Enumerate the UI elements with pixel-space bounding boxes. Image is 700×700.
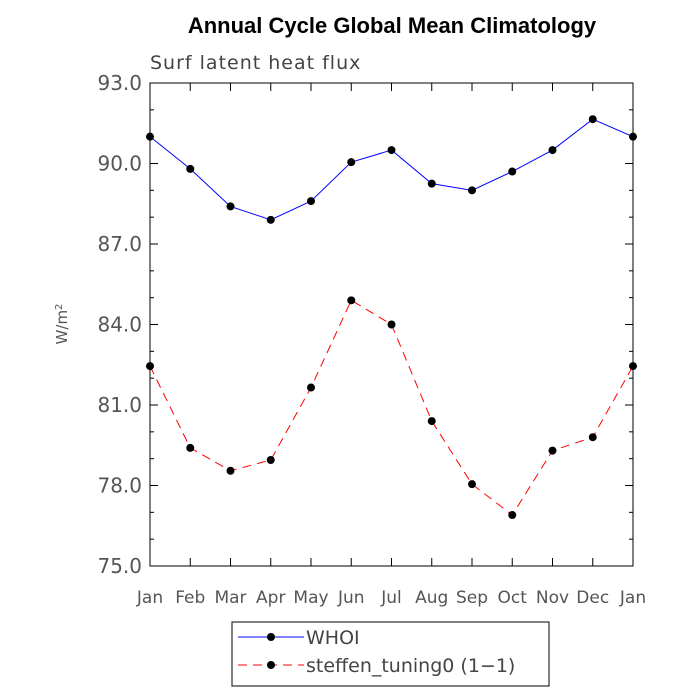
x-tick-label: Oct: [498, 588, 528, 608]
series-1-point: [146, 362, 154, 371]
y-tick-label: 84.0: [97, 313, 142, 337]
legend-label-whoi: WHOI: [306, 627, 360, 649]
y-axis-label: W/m2: [53, 304, 71, 345]
series-1-point: [548, 446, 557, 455]
x-tick-label: Aug: [415, 588, 448, 608]
series-0-point: [629, 132, 637, 141]
series-0-point: [468, 186, 476, 195]
series-1-point: [508, 511, 517, 520]
legend-label-steffen: steffen_tuning0 (1−1): [306, 655, 515, 677]
chart-title: Annual Cycle Global Mean Climatology: [188, 13, 597, 38]
series-1-point: [226, 466, 235, 475]
series-0-point: [588, 115, 597, 124]
x-tick-label: Nov: [536, 588, 569, 608]
legend-item-steffen: steffen_tuning0 (1−1): [238, 655, 515, 677]
series-layer: [146, 115, 637, 520]
x-tick-label: Sep: [456, 588, 488, 608]
series-1-point: [266, 456, 275, 465]
y-tick-label: 78.0: [97, 474, 142, 498]
series-1-point: [629, 362, 637, 371]
series-0-point: [186, 164, 195, 173]
y-axis-label-superscript: 2: [54, 304, 65, 310]
x-tick-label: Apr: [256, 588, 285, 608]
series-0-point: [266, 215, 275, 224]
series-0-point: [387, 146, 396, 155]
y-axis-label-text: W/m: [53, 310, 71, 345]
x-tick-label: Jan: [619, 588, 646, 608]
series-1-point: [468, 480, 476, 489]
legend-marker-whoi: [267, 633, 275, 641]
x-tick-label: Jan: [136, 588, 163, 608]
x-tick-label: May: [293, 588, 328, 608]
y-tick-label: 87.0: [97, 232, 142, 256]
x-axis-ticks: Jan Feb Mar Apr May Jun Jul Aug Sep Oct Nov Dec Jan: [136, 83, 646, 608]
series-1-point: [427, 417, 436, 426]
legend: WHOI steffen_tuning0 (1−1): [231, 621, 550, 687]
y-tick-label: 81.0: [97, 393, 142, 417]
legend-item-whoi: WHOI: [238, 627, 360, 649]
series-0-point: [146, 132, 154, 141]
y-tick-label: 75.0: [97, 554, 142, 578]
y-axis-ticks: 75.0 78.0 81.0 84.0 87.0 90.0 93.0: [97, 71, 633, 578]
legend-box: [231, 621, 550, 687]
series-1-point: [387, 320, 396, 329]
series-0-point: [508, 167, 517, 176]
series-0-point: [226, 202, 235, 211]
chart-subtitle: Surf latent heat flux: [150, 52, 361, 74]
x-tick-label: Feb: [175, 588, 205, 608]
series-0-point: [347, 158, 356, 167]
series-0-point: [307, 197, 315, 206]
series-1-point: [307, 383, 315, 392]
series-line-0: [149, 118, 634, 221]
y-tick-label: 90.0: [97, 152, 142, 176]
series-1-point: [588, 433, 597, 442]
series-line-1: [149, 299, 634, 516]
y-tick-label: 93.0: [97, 71, 142, 95]
x-tick-label: Jun: [337, 588, 365, 608]
x-tick-label: Jul: [380, 588, 402, 608]
series-0-point: [548, 146, 557, 155]
x-tick-label: Mar: [214, 588, 246, 608]
legend-marker-steffen: [267, 661, 275, 669]
x-tick-label: Dec: [576, 588, 609, 608]
series-0-point: [427, 179, 436, 188]
series-1-point: [186, 443, 195, 452]
series-1-point: [347, 296, 356, 305]
